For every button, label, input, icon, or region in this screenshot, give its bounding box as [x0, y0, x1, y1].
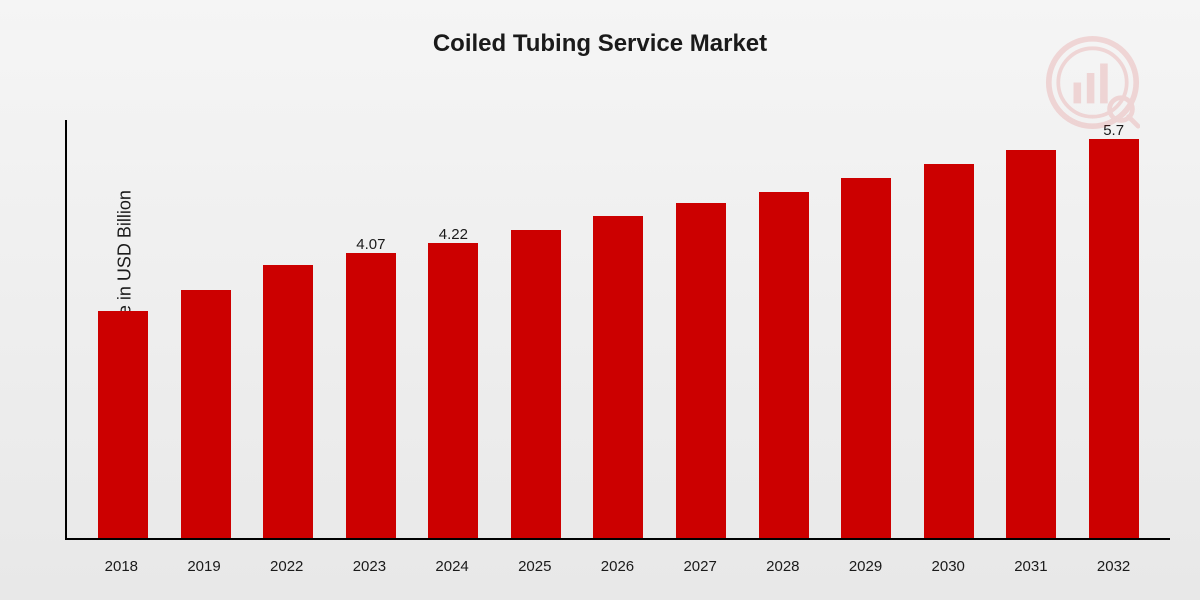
bar-value-label: 4.07 [356, 236, 385, 253]
bar [841, 178, 891, 539]
bar [1089, 139, 1139, 538]
bar [511, 230, 561, 538]
bar-group [176, 290, 236, 539]
x-tick-label: 2031 [1001, 558, 1061, 575]
x-tick-label: 2023 [339, 558, 399, 575]
bar [346, 253, 396, 538]
x-axis-labels: 2018 2019 2022 2023 2024 2025 2026 2027 2028 2029… [65, 558, 1170, 575]
bar-group [754, 192, 814, 539]
bar-group [258, 265, 318, 538]
bar-group [506, 230, 566, 538]
bar-group: 4.22 [423, 243, 483, 538]
bars-area: 4.07 4.22 5.7 [67, 120, 1170, 538]
x-tick-label: 2022 [257, 558, 317, 575]
x-tick-label: 2025 [505, 558, 565, 575]
bar-group [919, 164, 979, 539]
bar-group [1001, 150, 1061, 539]
bar [593, 216, 643, 538]
bar [759, 192, 809, 539]
x-tick-label: 2019 [174, 558, 234, 575]
bar-group [588, 216, 648, 538]
bar [181, 290, 231, 539]
x-tick-label: 2032 [1084, 558, 1144, 575]
bar-group [93, 311, 153, 539]
bar-group [836, 178, 896, 539]
bar [924, 164, 974, 539]
bar [263, 265, 313, 538]
x-tick-label: 2028 [753, 558, 813, 575]
x-tick-label: 2024 [422, 558, 482, 575]
x-tick-label: 2026 [587, 558, 647, 575]
chart-title: Coiled Tubing Service Market [0, 0, 1200, 78]
bar [428, 243, 478, 538]
x-tick-label: 2018 [91, 558, 151, 575]
chart-plot-area: 4.07 4.22 5.7 [65, 120, 1170, 540]
bar [98, 311, 148, 539]
watermark-logo-icon [1045, 35, 1140, 135]
bar-group: 4.07 [341, 253, 401, 538]
x-tick-label: 2030 [918, 558, 978, 575]
bar-value-label: 4.22 [439, 226, 468, 243]
bar-group: 5.7 [1084, 139, 1144, 538]
x-tick-label: 2027 [670, 558, 730, 575]
bar-group [671, 203, 731, 538]
bar [1006, 150, 1056, 539]
x-tick-label: 2029 [836, 558, 896, 575]
bar [676, 203, 726, 538]
